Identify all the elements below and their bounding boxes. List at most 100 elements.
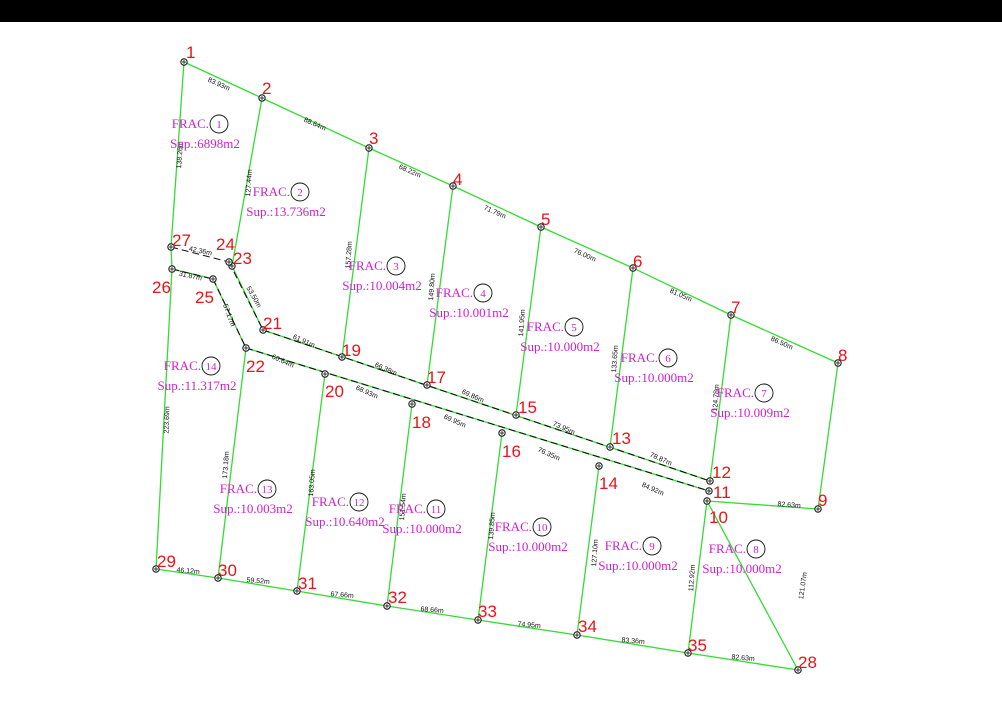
vertex-marker: [629, 264, 637, 272]
lot-number-circle: [290, 182, 310, 202]
vertex-label: 7: [731, 298, 740, 317]
lot-number: 7: [761, 388, 767, 400]
vertex-marker: [474, 616, 482, 624]
dimension-label: 74.95m: [517, 621, 541, 630]
dimension-label: 81.05m: [669, 288, 693, 304]
dimension-label: 223.69m: [164, 406, 172, 434]
lot-label-9: FRAC. 9 Sup.:10.000m2: [598, 536, 678, 573]
boundary-line: [817, 362, 839, 510]
lot-number: 3: [393, 261, 399, 273]
lot-prefix: FRAC.: [621, 350, 658, 365]
vertex-marker: [512, 411, 520, 419]
lot-number-circle: [201, 356, 221, 376]
dimension-label: 112.92m: [688, 564, 697, 591]
dimension-label: 141.95m: [518, 309, 527, 337]
lot-label-7: FRAC. 7 Sup.:10.009m2: [710, 383, 790, 420]
lot-number-circle: [754, 383, 774, 403]
lot-label-3: FRAC. 3 Sup.:10.004m2: [342, 256, 422, 293]
lot-prefix: FRAC.: [527, 319, 564, 334]
vertex-label: 26: [152, 278, 171, 297]
vertex-marker: [705, 487, 713, 495]
boundary-line: [296, 373, 326, 592]
lot-prefix: FRAC.: [436, 285, 473, 300]
dimension-label: 83.93m: [207, 77, 231, 93]
vertex-marker: [449, 182, 457, 190]
vertex-marker: [408, 400, 416, 408]
boundary-line: [217, 347, 247, 579]
lot-number-circle: [564, 317, 584, 337]
lot-number-circle: [746, 539, 766, 559]
boundary-line: [217, 577, 298, 592]
dimension-label: 31.87m: [178, 271, 202, 283]
boundary-line: [477, 619, 578, 636]
vertex-label: 32: [388, 588, 407, 607]
boundary-line: [609, 267, 634, 448]
vertex-label: 30: [218, 561, 237, 580]
lot-area: Sup.:10.000m2: [614, 370, 693, 385]
lot-number: 8: [753, 544, 759, 556]
boundary-line: [231, 265, 264, 331]
vertex-marker: [242, 344, 250, 352]
lot-number: 2: [297, 187, 303, 199]
dimension-label: 84.92m: [641, 482, 665, 498]
vertex-label: 16: [502, 442, 521, 461]
lot-prefix: FRAC.: [709, 541, 746, 556]
vertex-label: 2: [262, 79, 271, 98]
lot-number: 1: [216, 119, 222, 131]
lot-label-5: FRAC. 5 Sup.:10.000m2: [520, 317, 600, 354]
street-dashed-line: [262, 329, 711, 482]
lot-number: 4: [480, 288, 486, 300]
lot-number-circle: [209, 114, 229, 134]
dimension-label: 124.78m: [712, 384, 721, 412]
lot-number-circle: [642, 536, 662, 556]
dimension-label: 69.86m: [461, 389, 485, 405]
vertex-label: 35: [688, 636, 707, 655]
dimension-label: 67.66m: [330, 591, 354, 600]
boundary-line: [706, 500, 819, 510]
vertex-marker: [258, 94, 266, 102]
boundary-line: [452, 185, 542, 228]
dimension-label: 133.65m: [611, 345, 620, 373]
dimension-label: 66.38m: [374, 362, 398, 378]
boundary-line: [296, 590, 388, 607]
boundary-line: [687, 652, 799, 671]
dimension-label: 68.66m: [420, 606, 444, 615]
lot-label-6: FRAC. 6 Sup.:10.000m2: [614, 348, 694, 385]
dimension-label: 127.10m: [591, 539, 600, 567]
dimension-label: 69.95m: [443, 414, 467, 430]
vertex-label: 14: [599, 474, 618, 493]
boundary-line: [576, 634, 689, 654]
lot-prefix: FRAC.: [164, 358, 201, 373]
boundary-line: [515, 226, 542, 416]
boundary-line: [540, 226, 634, 269]
vertex-label: 17: [427, 368, 446, 387]
boundary-line: [706, 500, 799, 671]
vertex-label: 18: [412, 413, 431, 432]
vertex-marker: [684, 649, 692, 657]
lot-area: Sup.:10.009m2: [710, 405, 789, 420]
lot-prefix: FRAC.: [253, 184, 290, 199]
lot-area: Sup.:10.000m2: [488, 539, 567, 554]
vertex-label: 31: [298, 574, 317, 593]
boundary-line: [386, 403, 413, 607]
lot-number: 6: [665, 353, 671, 365]
vertex-marker: [423, 381, 431, 389]
dimension-label: 121.07m: [798, 572, 809, 600]
top-black-bar: [0, 0, 1002, 22]
vertex-label: 15: [518, 398, 537, 417]
vertex-marker: [706, 477, 714, 485]
lot-prefix: FRAC.: [389, 501, 426, 516]
vertex-label: 19: [342, 341, 361, 360]
lot-number-circle: [386, 256, 406, 276]
lot-number: 14: [206, 361, 218, 373]
boundary-line: [386, 605, 479, 621]
lot-label-8: FRAC. 8 Sup.:10.000m2: [702, 539, 782, 576]
vertex-label: 5: [541, 210, 550, 229]
boundary-line: [730, 314, 839, 364]
vertex-marker: [727, 311, 735, 319]
vertex-label: 29: [157, 552, 176, 571]
lot-label-10: FRAC. 10 Sup.:10.000m2: [488, 517, 568, 554]
dimension-label: 82.63m: [777, 501, 801, 510]
vertex-label: 3: [369, 129, 378, 148]
